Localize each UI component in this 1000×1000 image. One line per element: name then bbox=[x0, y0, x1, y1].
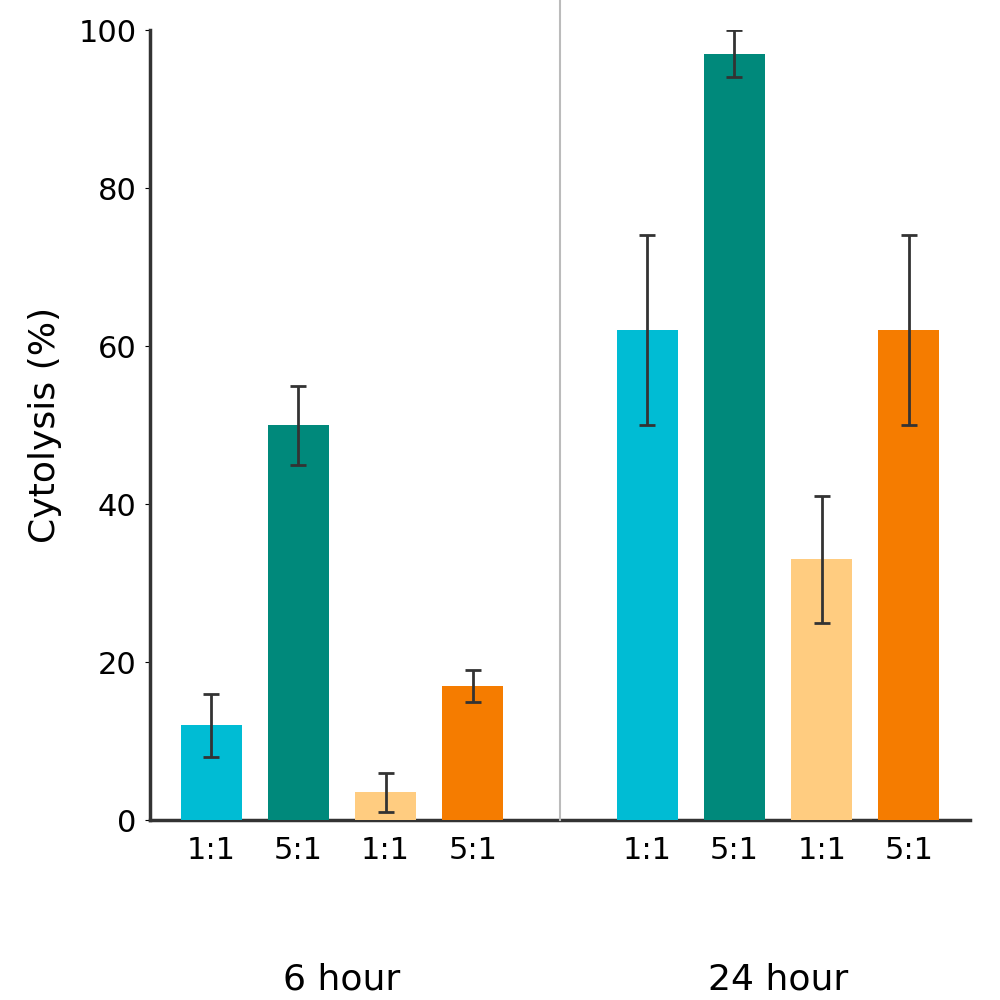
Text: 6 hour: 6 hour bbox=[283, 962, 401, 996]
Bar bbox=[268, 425, 329, 820]
Bar bbox=[791, 559, 852, 820]
Text: 24 hour: 24 hour bbox=[708, 962, 848, 996]
Bar bbox=[181, 725, 242, 820]
Y-axis label: Cytolysis (%): Cytolysis (%) bbox=[28, 307, 62, 543]
Bar bbox=[878, 330, 939, 820]
Bar bbox=[442, 686, 503, 820]
Bar bbox=[355, 792, 416, 820]
Bar bbox=[704, 54, 765, 820]
Bar bbox=[617, 330, 678, 820]
